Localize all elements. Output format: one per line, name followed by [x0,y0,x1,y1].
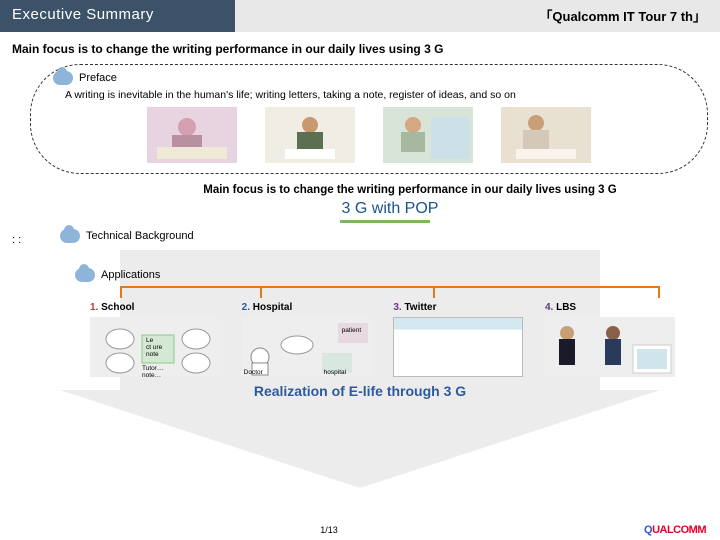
app-twitter-screenshot [393,317,523,377]
hospital-hospital: hospital [324,369,346,376]
realization-text: Realization of E-life through 3 G [0,383,720,399]
hospital-doctor: Doctor [244,369,263,376]
apps-bullet: Applications [75,268,720,282]
applications-grid: 1. School Le ct ure note Tutor… note… 2.… [90,302,690,377]
pop-title: 3 G with POP [60,200,720,218]
preface-photo-row [53,107,685,163]
tech-bullet: Technical Background [60,229,720,243]
page-subtitle: Main focus is to change the writing perf… [12,42,720,56]
app-lbs-diagram [545,317,675,377]
footer: 1/13 QUALCOMM [0,524,720,536]
mid-focus-text: Main focus is to change the writing perf… [100,184,720,196]
app-lbs: 4. LBS [545,302,690,377]
app-num-3: 3. [393,302,401,313]
app-twitter: 3. Twitter [393,302,538,377]
orange-connector [120,286,660,288]
app-num-2: 2. [242,302,250,313]
header-left-title: Executive Summary [0,0,235,32]
app-label-2: Hospital [253,302,292,313]
app-label-4: LBS [556,302,576,313]
cloud-icon [60,229,80,243]
school-tiny-e: note… [142,372,161,379]
preface-bullet: Preface [53,71,685,85]
apps-label: Applications [101,269,160,281]
header-right-title: 「Qualcomm IT Tour 7 th」 [235,0,720,32]
header-bar: Executive Summary 「Qualcomm IT Tour 7 th… [0,0,720,32]
app-hospital-diagram: patient Doctor hospital [242,317,372,377]
cloud-icon [53,71,73,85]
preface-photo-4 [501,107,591,163]
preface-photo-3 [383,107,473,163]
app-label-1: School [101,302,134,313]
preface-photo-1 [147,107,237,163]
colon-mark: : : [12,234,21,246]
preface-photo-2 [265,107,355,163]
app-school: 1. School Le ct ure note Tutor… note… [90,302,235,377]
page-number: 1/13 [320,525,338,535]
preface-box: Preface A writing is inevitable in the h… [30,64,708,174]
green-divider [340,220,430,223]
tech-label: Technical Background [86,230,194,242]
app-hospital: 2. Hospital patient Doctor hospital [242,302,387,377]
app-school-diagram: Le ct ure note Tutor… note… [90,317,220,377]
preface-label: Preface [79,72,117,84]
app-label-3: Twitter [404,302,436,313]
cloud-icon [75,268,95,282]
school-tiny-c: note [146,351,159,358]
preface-text: A writing is inevitable in the human's l… [65,89,685,101]
qualcomm-logo: QUALCOMM [644,524,706,536]
hospital-patient: patient [342,327,362,334]
app-num-4: 4. [545,302,553,313]
app-num-1: 1. [90,302,98,313]
